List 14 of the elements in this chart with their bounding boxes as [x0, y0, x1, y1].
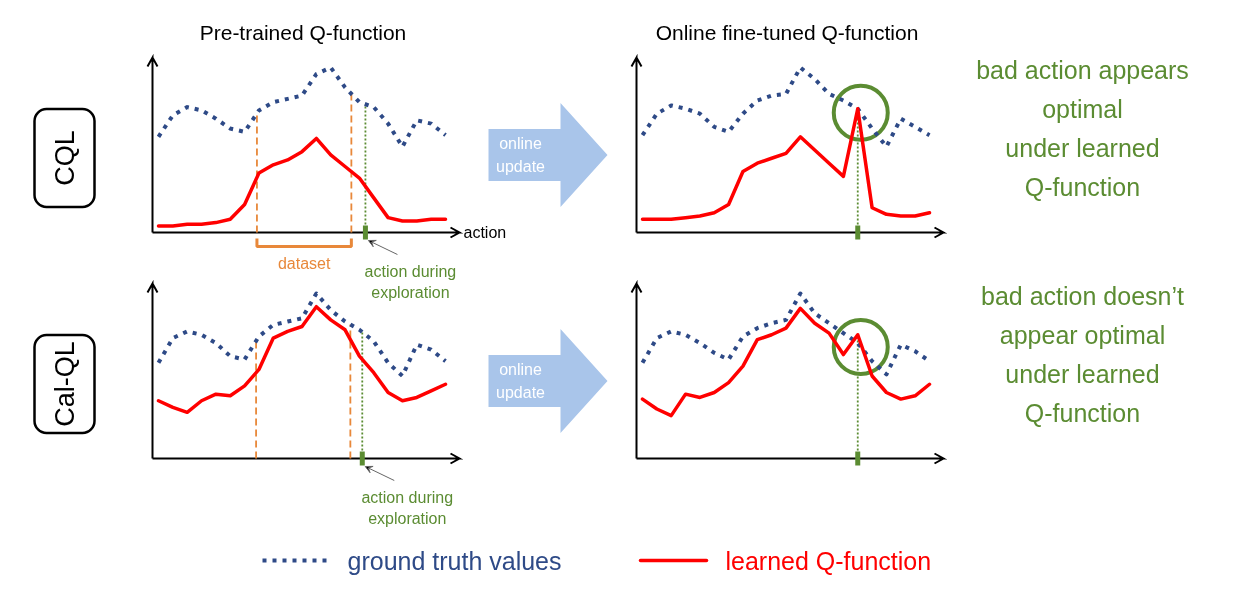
y-axis-title: Cal-QL	[49, 341, 80, 427]
y-axis-title: CQL	[49, 130, 80, 186]
text: online update	[496, 360, 546, 402]
text: bad action doesn’t appear optimal under learned Q-function	[981, 281, 1185, 428]
x-axis-title: action	[463, 224, 507, 241]
text: dataset	[277, 254, 331, 272]
annotation: action during exploration	[364, 262, 457, 301]
chart-title: Online fine-tuned Q-function	[655, 21, 919, 44]
text: action during exploration	[361, 488, 454, 527]
text: online update	[496, 134, 546, 176]
legend-label: ground truth values	[347, 546, 562, 575]
chart-title: Pre-trained Q-function	[199, 21, 407, 44]
text: bad action appears optimal under learned Q-function	[976, 55, 1189, 202]
legend-label: learned Q-function	[725, 546, 932, 575]
